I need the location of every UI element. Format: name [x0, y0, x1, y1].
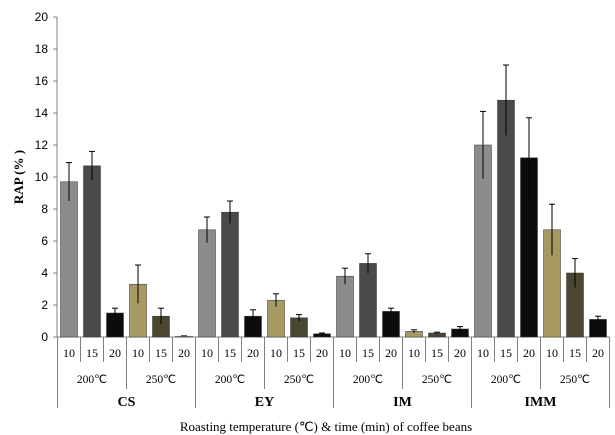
time-label: 20 — [109, 346, 121, 360]
time-label: 15 — [569, 346, 581, 360]
bar — [382, 311, 400, 338]
y-tick-label: 18 — [35, 42, 49, 56]
bar — [83, 165, 101, 338]
time-label: 15 — [86, 346, 98, 360]
time-label: 15 — [155, 346, 167, 360]
time-label: 20 — [247, 346, 259, 360]
time-label: 20 — [316, 346, 328, 360]
bar — [359, 263, 377, 338]
time-label: 15 — [362, 346, 374, 360]
group-label: EY — [255, 395, 274, 410]
time-label: 10 — [270, 346, 282, 360]
bar — [336, 275, 354, 338]
y-tick-label: 10 — [35, 170, 49, 184]
group-label: IM — [393, 395, 412, 410]
time-label: 10 — [132, 346, 144, 360]
temperature-label: 250℃ — [284, 374, 314, 386]
y-tick-label: 2 — [41, 298, 48, 312]
temperature-label: 250℃ — [146, 374, 176, 386]
y-axis-label: RAP (% ) — [11, 150, 26, 204]
time-label: 10 — [339, 346, 351, 360]
temperature-label: 250℃ — [422, 374, 452, 386]
temperature-label: 200℃ — [353, 374, 383, 386]
time-label: 20 — [178, 346, 190, 360]
group-label: IMM — [525, 395, 557, 410]
bar — [198, 229, 216, 338]
time-label: 10 — [408, 346, 420, 360]
temperature-label: 200℃ — [491, 374, 521, 386]
time-label: 20 — [592, 346, 604, 360]
y-tick-label: 0 — [41, 330, 48, 344]
time-label: 20 — [454, 346, 466, 360]
time-label: 10 — [546, 346, 558, 360]
y-tick-label: 12 — [35, 138, 49, 152]
bar — [60, 181, 78, 338]
time-label: 15 — [293, 346, 305, 360]
time-label: 15 — [500, 346, 512, 360]
time-label: 20 — [523, 346, 535, 360]
time-label: 15 — [431, 346, 443, 360]
bar — [497, 99, 515, 338]
time-label: 10 — [201, 346, 213, 360]
group-label: CS — [118, 395, 136, 410]
time-label: 10 — [63, 346, 75, 360]
y-tick-label: 20 — [35, 10, 49, 24]
bar — [221, 211, 239, 338]
time-label: 20 — [385, 346, 397, 360]
y-tick-label: 6 — [41, 234, 48, 248]
y-tick-label: 16 — [35, 74, 49, 88]
temperature-label: 200℃ — [77, 374, 107, 386]
time-label: 10 — [477, 346, 489, 360]
time-label: 15 — [224, 346, 236, 360]
y-tick-label: 14 — [35, 106, 49, 120]
temperature-label: 200℃ — [215, 374, 245, 386]
x-axis-label: Roasting temperature (℃) & time (min) of… — [180, 419, 472, 434]
temperature-label: 250℃ — [560, 374, 590, 386]
y-tick-label: 8 — [41, 202, 48, 216]
y-tick-label: 4 — [41, 266, 48, 280]
